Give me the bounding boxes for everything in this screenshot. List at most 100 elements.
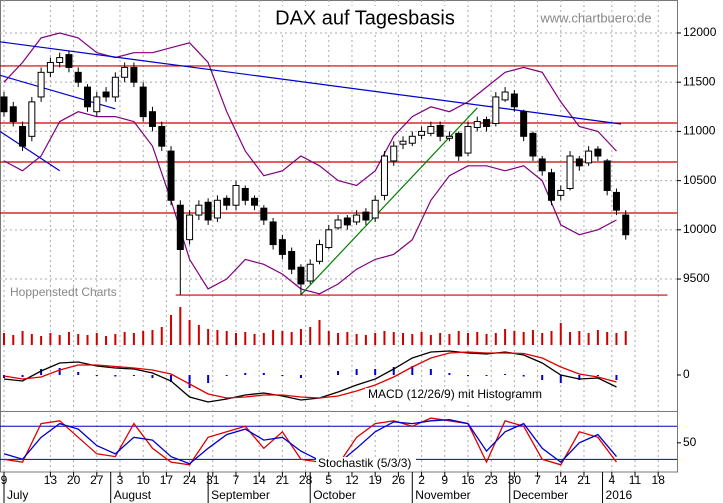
x-tick-label: 5 (325, 473, 332, 487)
volume-bar (327, 331, 330, 345)
volume-bar (364, 335, 367, 345)
y-tick-label: 11500 (683, 74, 716, 88)
histogram-bar (170, 375, 173, 382)
volume-bar (550, 331, 553, 345)
candle-body (0, 96, 8, 113)
volume-bar (40, 336, 43, 345)
candle-body (278, 239, 286, 255)
volume-bar (179, 307, 182, 345)
panel-label: Stochastik (5/3/3) (318, 456, 411, 470)
candle-body (65, 54, 73, 68)
candle-body (306, 263, 314, 282)
x-tick-label: 30 (508, 473, 522, 487)
candle-body (464, 125, 472, 154)
candle-body (130, 66, 138, 83)
candle-body (455, 132, 463, 157)
volume-bar (606, 332, 609, 345)
x-tick-label: 26 (392, 473, 406, 487)
volume-bar (355, 334, 358, 345)
candle-body (538, 158, 546, 172)
indicator-line (3, 419, 617, 465)
volume-bar (615, 333, 618, 345)
candle-body (195, 204, 203, 216)
volume-bar (272, 330, 275, 345)
volume-bar (244, 332, 247, 345)
histogram-bar (58, 368, 61, 375)
x-tick-label: 7 (233, 473, 240, 487)
x-tick-label: 14 (253, 473, 267, 487)
histogram-bar (522, 375, 525, 377)
candle-body (362, 211, 370, 221)
chart-title: DAX auf Tagesbasis (275, 7, 455, 29)
candle-body (260, 207, 268, 221)
volume-bar (77, 334, 80, 345)
candle-body (492, 96, 500, 125)
month-label: August (114, 488, 152, 502)
volume-bar (216, 330, 219, 345)
volume-bar (132, 333, 135, 345)
x-tick-label: 10 (137, 473, 151, 487)
candle-body (102, 91, 110, 98)
volume-bar (596, 330, 599, 345)
volume-bar (160, 327, 163, 345)
source-label: Hoppenstedt Charts (10, 285, 117, 299)
histogram-bar (262, 373, 265, 375)
volume-bar (476, 332, 479, 345)
candle-body (241, 187, 249, 201)
volume-bar (105, 336, 108, 345)
candle-body (557, 189, 565, 196)
candle-body (84, 86, 92, 108)
volume-bar (420, 332, 423, 345)
volume-bar (411, 334, 414, 345)
histogram-bar (299, 375, 302, 378)
x-tick-label: 16 (461, 473, 475, 487)
x-tick-label: 12 (345, 473, 359, 487)
candle-body (269, 221, 277, 246)
candle-body (334, 219, 342, 229)
histogram-bar (337, 371, 340, 375)
month-label: September (211, 488, 270, 502)
x-tick-label: 13 (44, 473, 58, 487)
volume-bar (346, 332, 349, 345)
candle-body (93, 96, 101, 113)
candle-body (111, 76, 119, 98)
volume-bar (123, 332, 126, 345)
histogram-bar (355, 369, 358, 375)
candle-body (204, 201, 212, 221)
histogram-bar (225, 375, 228, 376)
bollinger-band (3, 32, 617, 187)
x-tick-label: 24 (183, 473, 197, 487)
histogram-bar (615, 375, 618, 380)
volume-bar (439, 333, 442, 345)
histogram-bar (95, 375, 98, 376)
candle-body (176, 204, 184, 251)
volume-bar (86, 335, 89, 345)
x-tick-label: 21 (577, 473, 591, 487)
histogram-bar (504, 374, 507, 375)
candle-body (213, 199, 221, 219)
histogram-bar (132, 375, 135, 376)
candle-body (232, 185, 240, 206)
volume-bar (188, 320, 191, 345)
histogram-bar (114, 375, 117, 377)
histogram-bar (151, 375, 154, 378)
volume-bar (485, 334, 488, 345)
x-tick-label: 20 (67, 473, 81, 487)
volume-bar (624, 331, 627, 345)
x-tick-label: 21 (276, 473, 290, 487)
y-tick-label: 11000 (683, 124, 716, 138)
x-tick-label: 23 (484, 473, 498, 487)
y-tick-label: 0 (683, 367, 690, 381)
histogram-bar (77, 372, 80, 375)
indicator-line (3, 351, 617, 399)
volume-bar (151, 330, 154, 345)
trend-line (0, 41, 622, 125)
volume-bar (30, 334, 33, 345)
candle-body (121, 66, 129, 78)
candle-body (56, 57, 64, 63)
month-label: July (7, 488, 28, 502)
volume-bar (170, 315, 173, 345)
candle-body (501, 91, 509, 101)
